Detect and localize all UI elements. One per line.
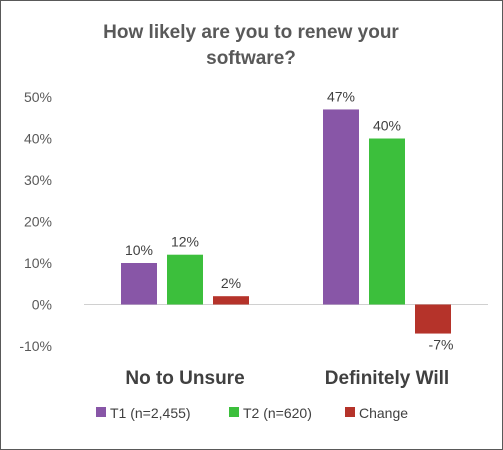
bar-2-1	[167, 254, 203, 305]
y-tick-label: 0%	[32, 297, 52, 313]
legend-swatch	[345, 407, 355, 417]
bar-1-2	[323, 109, 359, 305]
legend-label: Change	[359, 405, 408, 421]
bar-3-2	[415, 304, 451, 334]
data-label: 12%	[171, 234, 199, 250]
bars: 10% 12% 2% 47% 40% -7%	[121, 88, 454, 353]
data-label: 10%	[125, 242, 153, 258]
data-label: 47%	[327, 88, 355, 104]
category-label: Definitely Will	[325, 368, 449, 389]
legend-label: T1 (n=2,455)	[110, 405, 191, 421]
legend-label: T2 (n=620)	[243, 405, 312, 421]
data-label: -7%	[429, 337, 454, 353]
y-tick-label: 20%	[24, 214, 52, 230]
y-tick-label: 30%	[24, 172, 52, 188]
legend-swatch	[96, 407, 106, 417]
bar-1-1	[121, 263, 157, 305]
data-label: 40%	[373, 118, 401, 134]
legend-swatch	[229, 407, 239, 417]
y-tick-label: 50%	[24, 89, 52, 105]
y-axis: 50% 40% 30% 20% 10% 0% -10%	[19, 89, 52, 354]
chart-title-line-2: software?	[206, 48, 296, 69]
bar-2-2	[369, 138, 405, 305]
y-tick-label: 40%	[24, 131, 52, 147]
legend: T1 (n=2,455) T2 (n=620) Change	[96, 405, 408, 421]
bar-3-1	[213, 296, 249, 305]
category-labels: No to Unsure Definitely Will	[125, 368, 449, 389]
chart-title-line-1: How likely are you to renew your	[103, 22, 399, 43]
category-label: No to Unsure	[125, 368, 244, 389]
data-label: 2%	[221, 275, 241, 291]
y-tick-label: -10%	[19, 338, 52, 354]
y-tick-label: 10%	[24, 255, 52, 271]
